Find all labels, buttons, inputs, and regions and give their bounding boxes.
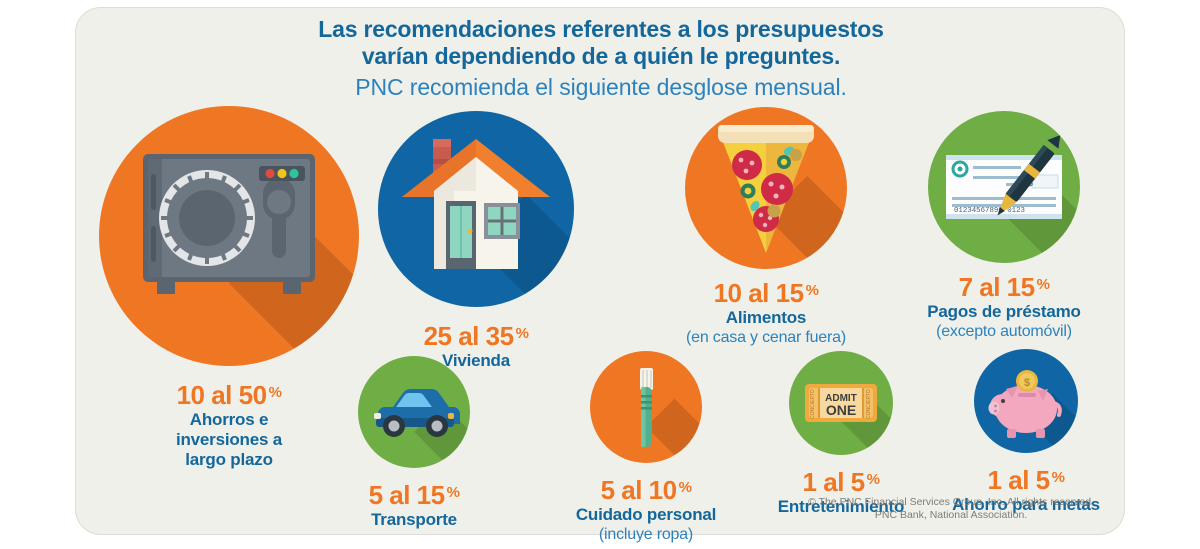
copyright-footer: © The PNC Financial Services Group, Inc.…	[808, 496, 1094, 522]
budget-item-transporte: 5 al 15% Transporte	[319, 356, 509, 530]
budget-item-alimentos: 10 al 15% Alimentos (en casa y cenar fue…	[641, 107, 891, 347]
car-icon	[374, 389, 460, 437]
sublabel-prestamo: (excepto automóvil)	[936, 323, 1072, 340]
percent-cuidado: 5 al 10%	[600, 475, 692, 505]
copyright-line-2: PNC Bank, National Association.	[874, 509, 1028, 521]
check-micr-text: 01234567890 0123	[954, 207, 1025, 215]
page-title: Las recomendaciones referentes a los pre…	[76, 16, 1126, 104]
percent-transporte: 5 al 15%	[368, 480, 460, 510]
percent-ahorros: 10 al 50%	[176, 380, 282, 410]
budget-item-prestamo: $ 01234567890 0123 7 al 15% Pagos de pré…	[884, 111, 1124, 341]
budget-item-entretenimiento: ADMIT ONE CONCIERTO CONCIERTO 1 al 5% En…	[746, 351, 936, 517]
percent-entretenimiento: 1 al 5%	[802, 467, 880, 497]
label-alimentos: Alimentos	[725, 308, 807, 327]
percent-ahorro-metas: 1 al 5%	[987, 465, 1065, 495]
ticket-icon: ADMIT ONE CONCIERTO CONCIERTO	[805, 384, 877, 422]
ticket-icon-circle: ADMIT ONE CONCIERTO CONCIERTO	[789, 351, 893, 455]
label-cuidado: Cuidado personal	[575, 505, 717, 524]
label-vivienda: Vivienda	[441, 351, 510, 370]
piggy-bank-icon: $	[988, 370, 1062, 438]
budget-item-ahorro-metas: $ 1 al 5% Ahorro para metas	[931, 349, 1121, 515]
label-ahorro-metas: Ahorro para metas	[952, 495, 1100, 514]
sublabel-alimentos: (en casa y cenar fuera)	[686, 329, 846, 346]
check-pen-icon-circle: $ 01234567890 0123	[928, 111, 1080, 263]
caption-ahorro-metas: 1 al 5% Ahorro para metas	[931, 463, 1121, 515]
label-entretenimiento: Entretenimiento	[777, 497, 905, 516]
label-ahorros-line3: largo plazo	[185, 450, 273, 469]
percent-vivienda: 25 al 35%	[423, 321, 529, 351]
budget-item-vivienda: 25 al 35% Vivienda	[376, 111, 576, 371]
label-transporte: Transporte	[371, 510, 457, 529]
ticket-side-text-left: CONCIERTO	[810, 389, 816, 419]
infographic-card: Las recomendaciones referentes a los pre…	[75, 7, 1126, 543]
safe-icon-circle	[99, 106, 359, 366]
percent-prestamo: 7 al 15%	[958, 272, 1050, 302]
caption-ahorros: 10 al 50% Ahorros e inversiones a largo …	[99, 378, 359, 470]
pizza-icon	[718, 125, 814, 253]
coin-currency-symbol: $	[1024, 377, 1030, 389]
label-ahorros-line1: Ahorros e	[189, 410, 269, 429]
caption-cuidado: 5 al 10% Cuidado personal (incluye ropa)	[536, 473, 756, 544]
sublabel-cuidado: (incluye ropa)	[598, 526, 694, 543]
percent-alimentos: 10 al 15%	[713, 278, 819, 308]
caption-transporte: 5 al 15% Transporte	[319, 478, 509, 530]
ticket-line-1: ADMIT	[825, 393, 857, 404]
car-icon-circle	[358, 356, 470, 468]
house-icon	[402, 139, 550, 269]
caption-prestamo: 7 al 15% Pagos de préstamo (excepto auto…	[884, 270, 1124, 341]
caption-vivienda: 25 al 35% Vivienda	[376, 319, 576, 371]
budget-item-ahorros: 10 al 50% Ahorros e inversiones a largo …	[99, 106, 359, 470]
heading-line-1: Las recomendaciones referentes a los pre…	[318, 16, 884, 42]
ticket-line-2: ONE	[826, 402, 856, 418]
caption-entretenimiento: 1 al 5% Entretenimiento	[746, 465, 936, 517]
safe-icon	[143, 154, 315, 294]
label-prestamo: Pagos de préstamo	[927, 302, 1081, 321]
budget-item-cuidado: 5 al 10% Cuidado personal (incluye ropa)	[536, 351, 756, 544]
ticket-side-text-right: CONCIERTO	[866, 389, 872, 419]
heading-line-2: varían dependiendo de a quién le pregunt…	[361, 43, 841, 69]
piggy-bank-icon-circle: $	[974, 349, 1078, 453]
house-icon-circle	[378, 111, 574, 307]
check-pen-icon: $ 01234567890 0123	[946, 135, 1062, 219]
toothbrush-icon	[640, 368, 653, 447]
caption-alimentos: 10 al 15% Alimentos (en casa y cenar fue…	[641, 276, 891, 347]
pizza-icon-circle	[685, 107, 847, 269]
toothbrush-icon-circle	[590, 351, 702, 463]
copyright-line-1: © The PNC Financial Services Group, Inc.…	[808, 496, 1094, 508]
label-ahorros-line2: inversiones a	[175, 430, 283, 449]
heading-line-3: PNC recomienda el siguiente desglose men…	[355, 74, 847, 100]
